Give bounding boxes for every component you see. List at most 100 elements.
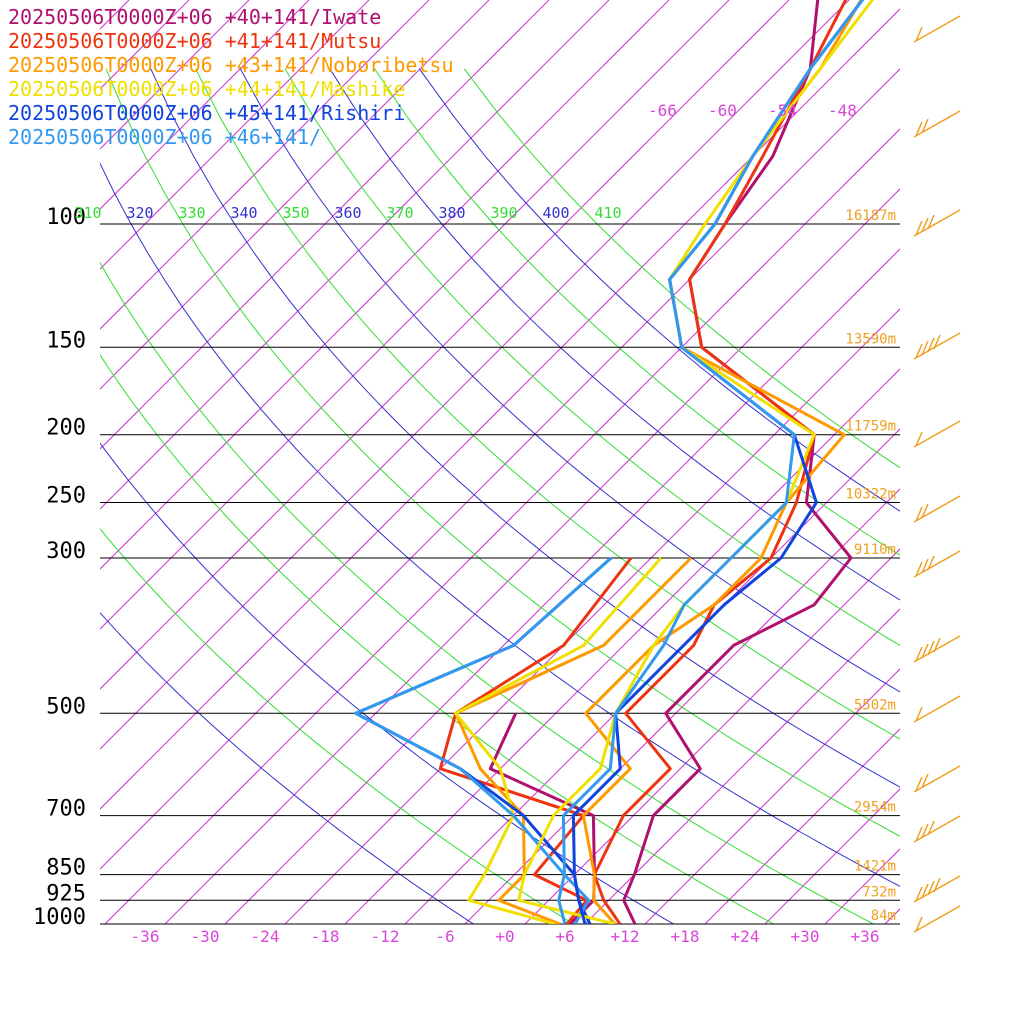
temperature-tick-label: -30: [191, 927, 220, 946]
wind-barb-flag: [915, 220, 923, 236]
pressure-label: 925: [46, 881, 86, 906]
isotherm-line: [100, 0, 490, 390]
height-label: 11759m: [845, 419, 896, 435]
wind-barb-flag: [927, 555, 935, 571]
temperature-tick-label: -36: [131, 927, 160, 946]
pressure-label: 150: [46, 328, 86, 353]
theta-label: 350: [282, 204, 309, 222]
temperature-tick-label: -6: [435, 927, 454, 946]
theta-label: 370: [386, 204, 413, 222]
temperature-line: [571, 0, 865, 924]
wind-barb-flag: [933, 637, 941, 653]
isotherm-top-label: -48: [828, 101, 857, 120]
isotherm-top-label: -60: [708, 101, 737, 120]
isotherm-line: [464, 488, 900, 924]
legend-entry: 20250506T0000Z+06 +41+141/Mutsu: [8, 29, 381, 53]
isotherm-line: [100, 0, 550, 450]
temperature-tick-label: +6: [555, 927, 574, 946]
isotherm-line: [584, 608, 900, 924]
legend-entry: 20250506T0000Z+06 +46+141/: [8, 125, 321, 149]
theta-label: 340: [230, 204, 257, 222]
theta-label: 400: [542, 204, 569, 222]
pressure-label: 100: [46, 205, 86, 230]
temperature-tick-label: +18: [671, 927, 700, 946]
isotherm-line: [100, 0, 730, 630]
wind-barb-flag: [927, 880, 935, 896]
pressure-label: 500: [46, 694, 86, 719]
temperature-tick-label: +0: [495, 927, 514, 946]
isotherm-line: [644, 668, 900, 924]
wind-barb-flag: [915, 121, 923, 137]
wind-barb-flag: [921, 643, 929, 659]
height-label: 5502m: [854, 697, 896, 713]
wind-barb-flag: [915, 561, 923, 577]
dry-adiabat-line: [329, 68, 900, 601]
theta-label: 320: [126, 204, 153, 222]
wind-barb-flag: [915, 916, 923, 932]
dry-adiabat-line: [105, 68, 900, 837]
wind-barb-flag: [915, 826, 923, 842]
temperature-line: [557, 0, 865, 924]
temperature-tick-label: -18: [311, 927, 340, 946]
isotherm-line: [524, 548, 900, 924]
wind-barb-flag: [915, 506, 923, 522]
wind-barb-flag: [921, 883, 929, 899]
temperature-tick-label: +36: [851, 927, 880, 946]
dry-adiabat-line: [100, 527, 574, 924]
wind-barb-flag: [921, 773, 929, 789]
temperature-tick-label: +30: [791, 927, 820, 946]
wind-barb-flag: [915, 26, 923, 42]
temperature-line: [581, 0, 863, 924]
dry-adiabat-line: [150, 68, 900, 788]
wind-barb-flag: [933, 877, 941, 893]
wind-barb-flag: [915, 431, 923, 447]
wind-barb-flag: [915, 886, 923, 902]
sounding-series: [354, 0, 875, 924]
temperature-line: [622, 0, 853, 924]
height-label: 84m: [871, 908, 896, 924]
temperature-tick-label: +12: [611, 927, 640, 946]
wind-barb-flag: [921, 340, 929, 356]
dry-adiabat-line: [100, 442, 674, 924]
temperature-tick-label: -12: [371, 927, 400, 946]
theta-label: 380: [438, 204, 465, 222]
isotherm-line: [704, 728, 900, 924]
pressure-label: 200: [46, 416, 86, 441]
dewpoint-line: [454, 556, 693, 924]
dry-adiabat-line: [418, 68, 900, 512]
isotherm-line: [884, 908, 900, 924]
pressure-label: 700: [46, 797, 86, 822]
wind-barb: [913, 905, 961, 933]
dry-adiabat-line: [374, 68, 900, 556]
wind-barb-flag: [921, 823, 929, 839]
dewpoint-line: [354, 556, 613, 924]
isotherm-top-label: -66: [648, 101, 677, 120]
dry-adiabat-line: [463, 68, 900, 469]
wind-barb-flag: [915, 776, 923, 792]
wind-barb: [913, 15, 961, 43]
height-label: 9110m: [854, 542, 896, 558]
isotherm-line: [1005, 0, 1024, 924]
isotherm-line: [100, 0, 850, 750]
wind-barb-flag: [927, 337, 935, 353]
isotherm-line: [344, 368, 900, 924]
wind-barb-flag: [921, 558, 929, 574]
pressure-label: 300: [46, 539, 86, 564]
isotherm-line: [100, 8, 900, 810]
theta-label: 310: [74, 204, 101, 222]
theta-label: 330: [178, 204, 205, 222]
isotherm-line: [164, 188, 900, 924]
wind-barb-flag: [927, 820, 935, 836]
legend: 20250506T0000Z+06 +40+141/Iwate20250506T…: [8, 5, 454, 149]
wind-barb-flag: [927, 214, 935, 230]
isotherm-line: [284, 308, 900, 924]
wind-barb-flag: [927, 640, 935, 656]
dewpoint-line: [454, 557, 663, 924]
height-label: 16187m: [845, 208, 896, 224]
wind-barb-flag: [921, 118, 929, 134]
wind-barb-flag: [915, 646, 923, 662]
height-label: 1421m: [854, 859, 896, 875]
dry-adiabat-line: [284, 68, 900, 647]
isotherm-top-label: -54: [768, 101, 797, 120]
